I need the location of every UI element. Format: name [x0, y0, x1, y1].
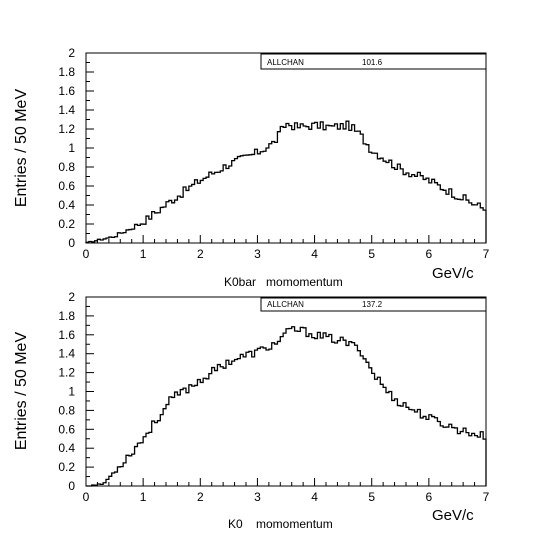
- y-tick-label: 0.6: [58, 179, 75, 193]
- stat-value: 101.6: [362, 58, 383, 67]
- x-axis-title: K0bar momomentum: [224, 275, 343, 289]
- y-tick-label: 2: [68, 290, 75, 304]
- k0-histogram-panel: 0 0.2 0.4 0.6 0.8 1 1.2 1.4 1.6 1.8 2 0 1 2 3 4 5 6 7 ALLCH…: [13, 290, 490, 531]
- y-axis-title: Entries / 50 MeV: [13, 89, 30, 208]
- x-tick-label: 4: [311, 490, 318, 504]
- y-tick-label: 0: [68, 236, 75, 250]
- x-axis-title: K0 momomentum: [228, 517, 333, 531]
- y-tick-label: 1.8: [58, 65, 75, 79]
- y-tick-label: 0.8: [58, 160, 75, 174]
- x-tick-label: 6: [426, 247, 433, 261]
- y-tick-label: 0.2: [58, 460, 75, 474]
- stat-name: ALLCHAN: [267, 300, 304, 309]
- x-tick-label: 5: [368, 247, 375, 261]
- y-tick-label: 1.4: [58, 103, 75, 117]
- x-tick-label: 2: [197, 490, 204, 504]
- plot-frame: [85, 52, 487, 244]
- y-tick-label: 0: [68, 479, 75, 493]
- x-tick-label: 6: [426, 490, 433, 504]
- y-tick-label: 1.2: [58, 366, 75, 380]
- y-axis-title: Entries / 50 MeV: [13, 332, 30, 451]
- histogram-series: [85, 120, 487, 243]
- x-tick-label: 2: [197, 247, 204, 261]
- x-tick-label: 3: [254, 247, 261, 261]
- stat-value: 137.2: [362, 300, 383, 309]
- histogram-series: [86, 326, 487, 487]
- x-tick-label: 1: [140, 490, 147, 504]
- x-tick-label: 0: [83, 490, 90, 504]
- x-tick-label: 4: [311, 247, 318, 261]
- y-tick-label: 0.4: [58, 441, 75, 455]
- x-axis-unit: GeV/c: [432, 265, 474, 282]
- x-tick-label: 3: [254, 490, 261, 504]
- plot-frame: [85, 296, 487, 487]
- y-tick-label: 0.4: [58, 198, 75, 212]
- x-axis-unit: GeV/c: [432, 507, 474, 524]
- y-tick-label: 0.6: [58, 422, 75, 436]
- y-tick-label: 2: [68, 46, 75, 60]
- y-tick-label: 1: [68, 385, 75, 399]
- y-tick-label: 1.6: [58, 328, 75, 342]
- stat-box: [260, 297, 487, 312]
- x-tick-label: 0: [83, 247, 90, 261]
- y-tick-label: 0.2: [58, 217, 75, 231]
- x-tick-label: 1: [140, 247, 147, 261]
- y-tick-label: 1.2: [58, 122, 75, 136]
- y-tick-label: 0.8: [58, 403, 75, 417]
- k0bar-histogram-panel: 0 0.2 0.4 0.6 0.8 1 1.2 1.4 1.6 1.8 2 0 1 2 3 4 5 6 7 ALLCH…: [13, 46, 490, 289]
- y-tick-label: 1.6: [58, 84, 75, 98]
- x-tick-label: 7: [483, 247, 490, 261]
- stat-name: ALLCHAN: [267, 58, 304, 67]
- x-tick-label: 7: [483, 490, 490, 504]
- stat-box: [260, 53, 487, 70]
- y-tick-label: 1.8: [58, 309, 75, 323]
- x-tick-label: 5: [368, 490, 375, 504]
- y-tick-label: 1: [68, 141, 75, 155]
- y-tick-label: 1.4: [58, 347, 75, 361]
